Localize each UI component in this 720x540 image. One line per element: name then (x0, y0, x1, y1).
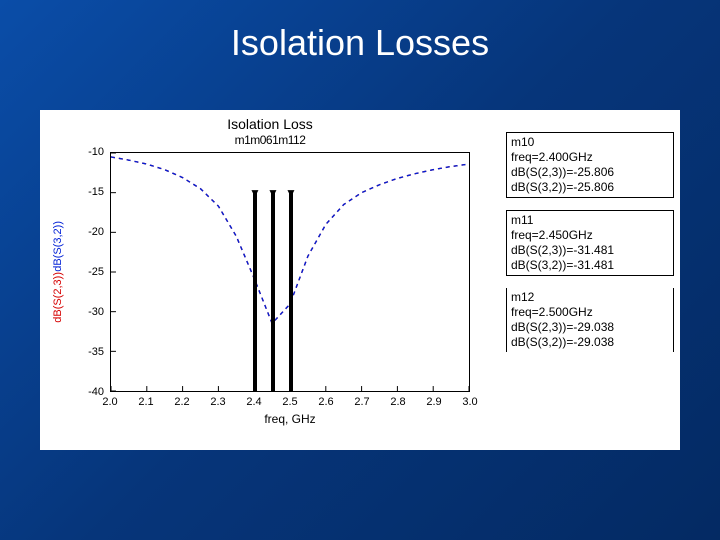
x-tick-label: 2.2 (174, 396, 189, 408)
x-ticks: 2.02.12.22.32.42.52.62.72.82.93.0 (110, 394, 470, 408)
marker-labels-row: m1m061m112 (40, 134, 500, 148)
y-tick-label: -20 (44, 226, 104, 238)
y-tick-label: -25 (44, 266, 104, 278)
x-tick-label: 2.1 (138, 396, 153, 408)
marker-readout-line: dB(S(3,2))=-31.481 (511, 258, 669, 273)
chart-panel: Isolation Loss m1m061m112 dB(S(3,2)) dB(… (40, 110, 680, 450)
y-tick-label: -30 (44, 306, 104, 318)
chart-title: Isolation Loss (40, 110, 500, 132)
slide-root: Isolation Losses Isolation Loss m1m061m1… (0, 0, 720, 540)
x-axis-label: freq, GHz (110, 412, 470, 426)
x-tick-label: 2.7 (354, 396, 369, 408)
y-tick-label: -10 (44, 146, 104, 158)
x-tick-label: 2.4 (246, 396, 261, 408)
marker-readout-line: dB(S(3,2))=-25.806 (511, 180, 669, 195)
x-tick-label: 2.6 (318, 396, 333, 408)
plot-box: ▼ ▼ ▼ (110, 152, 470, 392)
marker-tip-m12: ▼ (285, 187, 297, 199)
marker-tip-m10: ▼ (249, 187, 261, 199)
marker-readout-line: dB(S(2,3))=-29.038 (511, 320, 669, 335)
marker-readout-line: dB(S(2,3))=-25.806 (511, 165, 669, 180)
marker-tip-m11: ▼ (267, 187, 279, 199)
marker-readout-line: freq=2.500GHz (511, 305, 669, 320)
y-tick-label: -15 (44, 186, 104, 198)
marker-readouts: m10freq=2.400GHzdB(S(2,3))=-25.806dB(S(3… (506, 132, 674, 364)
x-tick-label: 2.8 (390, 396, 405, 408)
marker-readout-line: m10 (511, 135, 669, 150)
y-ticks: -10-15-20-25-30-35-40 (40, 152, 106, 392)
marker-readout-line: dB(S(3,2))=-29.038 (511, 335, 669, 350)
x-tick-label: 2.9 (426, 396, 441, 408)
y-tick-label: -35 (44, 346, 104, 358)
x-tick-label: 2.3 (210, 396, 225, 408)
marker-readout-m10: m10freq=2.400GHzdB(S(2,3))=-25.806dB(S(3… (506, 132, 674, 198)
marker-readout-m11: m11freq=2.450GHzdB(S(2,3))=-31.481dB(S(3… (506, 210, 674, 276)
slide-title: Isolation Losses (0, 22, 720, 64)
y-tick-label: -40 (44, 386, 104, 398)
x-tick-label: 2.5 (282, 396, 297, 408)
marker-line-m10 (253, 193, 257, 391)
marker-line-m12 (289, 193, 293, 391)
marker-readout-line: freq=2.400GHz (511, 150, 669, 165)
marker-line-m11 (271, 193, 275, 391)
marker-readout-line: m12 (511, 290, 669, 305)
marker-readout-m12: m12freq=2.500GHzdB(S(2,3))=-29.038dB(S(3… (506, 288, 674, 352)
x-tick-label: 3.0 (462, 396, 477, 408)
marker-readout-line: dB(S(2,3))=-31.481 (511, 243, 669, 258)
x-tick-label: 2.0 (102, 396, 117, 408)
marker-readout-line: freq=2.450GHz (511, 228, 669, 243)
marker-readout-line: m11 (511, 213, 669, 228)
chart-area: Isolation Loss m1m061m112 dB(S(3,2)) dB(… (40, 110, 500, 450)
